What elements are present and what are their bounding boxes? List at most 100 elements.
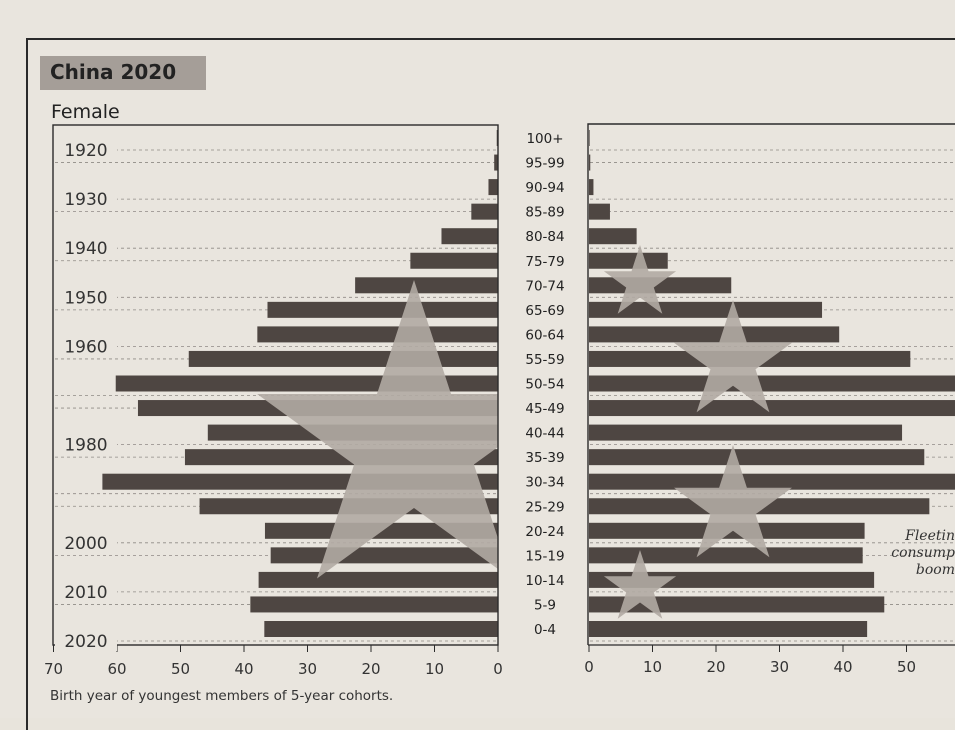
age-group-label: 65-69 — [525, 303, 564, 319]
left-axis-tick-label: 0 — [493, 660, 503, 678]
male-bar — [589, 154, 591, 171]
age-group-label: 80-84 — [525, 229, 564, 245]
age-group-label: 10-14 — [525, 573, 564, 589]
age-group-label: 35-39 — [525, 450, 564, 466]
annotation-line: boom — [915, 562, 955, 578]
age-group-label: 85-89 — [525, 205, 564, 221]
year-label-bg — [55, 140, 117, 160]
birth-year-label: 2000 — [64, 534, 107, 554]
female-bar — [267, 301, 498, 318]
age-group-label: 100+ — [526, 131, 563, 147]
right-axis-tick-label: 0 — [584, 658, 594, 676]
male-bar — [589, 301, 823, 318]
birth-year-label: 1960 — [64, 337, 107, 357]
female-bar — [257, 326, 498, 343]
right-axis-tick-label: 10 — [643, 658, 662, 676]
chart-frame — [26, 38, 955, 730]
star-motif — [674, 300, 792, 413]
left-axis-tick-label: 10 — [425, 660, 444, 678]
year-label-bg — [55, 581, 117, 602]
star-motif — [674, 445, 792, 558]
age-group-label: 75-79 — [525, 254, 564, 270]
female-bar — [410, 252, 498, 269]
male-bar — [589, 449, 925, 466]
birth-year-label: 2020 — [64, 632, 107, 652]
male-bar — [589, 621, 868, 637]
left-plot-frame — [52, 124, 499, 646]
age-group-label: 40-44 — [525, 426, 564, 442]
male-bar — [589, 179, 594, 196]
male-bar — [589, 473, 955, 490]
male-bar — [589, 228, 637, 245]
age-group-label: 90-94 — [525, 180, 564, 196]
age-group-label: 45-49 — [525, 401, 564, 417]
year-label-bg — [55, 532, 117, 553]
right-plot-frame — [587, 123, 955, 645]
female-bar — [355, 277, 498, 294]
age-group-label: 0-4 — [534, 622, 556, 638]
year-label-bg — [55, 336, 117, 357]
birth-year-label: 2010 — [64, 583, 107, 603]
star-motif — [257, 280, 498, 579]
age-group-label: 5-9 — [534, 597, 556, 613]
male-bar — [589, 203, 610, 220]
male-bar — [589, 326, 840, 343]
female-bar — [250, 596, 498, 613]
left-axis-tick-label: 40 — [234, 660, 253, 678]
year-label-bg — [55, 189, 117, 210]
year-label-bg — [55, 238, 117, 259]
right-axis-tick-label: 50 — [897, 658, 916, 676]
age-group-label: 20-24 — [525, 524, 564, 540]
birth-year-label: 1950 — [64, 288, 107, 308]
female-bar — [270, 547, 498, 564]
male-bar — [589, 547, 863, 564]
left-axis-tick-label: 30 — [298, 660, 317, 678]
female-bar — [494, 154, 498, 171]
year-label-bg — [55, 434, 117, 455]
age-group-label: 55-59 — [525, 352, 564, 368]
left-axis-tick-label: 20 — [361, 660, 380, 678]
male-bar — [589, 400, 955, 417]
male-bar — [589, 596, 885, 613]
female-bar — [258, 571, 498, 588]
year-label-bg — [55, 287, 117, 308]
star-motif — [603, 245, 677, 314]
annotation-line: Fleetin — [905, 528, 955, 544]
female-bar — [471, 203, 498, 220]
star-motif — [603, 550, 677, 619]
left-axis-tick-label: 60 — [107, 660, 126, 678]
female-panel-label: Female — [51, 101, 120, 123]
age-group-label: 70-74 — [525, 278, 564, 294]
chart-title: China 2020 — [50, 60, 177, 84]
female-bar — [188, 350, 498, 367]
age-group-label: 50-54 — [525, 377, 564, 393]
year-label-bg — [55, 631, 117, 651]
right-axis-tick-label: 30 — [770, 658, 789, 676]
male-bar — [589, 424, 903, 441]
male-bar — [589, 130, 590, 146]
right-axis-tick-label: 40 — [833, 658, 852, 676]
age-group-label: 15-19 — [525, 548, 564, 564]
birth-year-label: 1930 — [64, 190, 107, 210]
right-axis-tick-label: 20 — [706, 658, 725, 676]
age-group-label: 60-64 — [525, 327, 564, 343]
title-box — [40, 56, 206, 90]
annotation-line: consump — [891, 545, 955, 561]
left-axis-tick-label: 50 — [171, 660, 190, 678]
male-bar — [589, 252, 668, 269]
birth-year-label: 1920 — [64, 141, 107, 161]
female-bar — [441, 228, 498, 245]
birth-year-label: 1940 — [64, 239, 107, 259]
age-group-label: 25-29 — [525, 499, 564, 515]
x-axis-caption: Birth year of youngest members of 5-year… — [50, 688, 394, 704]
female-bar — [264, 621, 498, 637]
left-axis-tick-label: 70 — [44, 660, 63, 678]
female-bar — [488, 179, 498, 196]
age-group-label: 95-99 — [525, 156, 564, 172]
age-group-label: 30-34 — [525, 475, 564, 491]
birth-year-label: 1980 — [64, 436, 107, 456]
male-bar — [589, 375, 955, 392]
annotation: Fleetin consump boom — [872, 528, 955, 579]
